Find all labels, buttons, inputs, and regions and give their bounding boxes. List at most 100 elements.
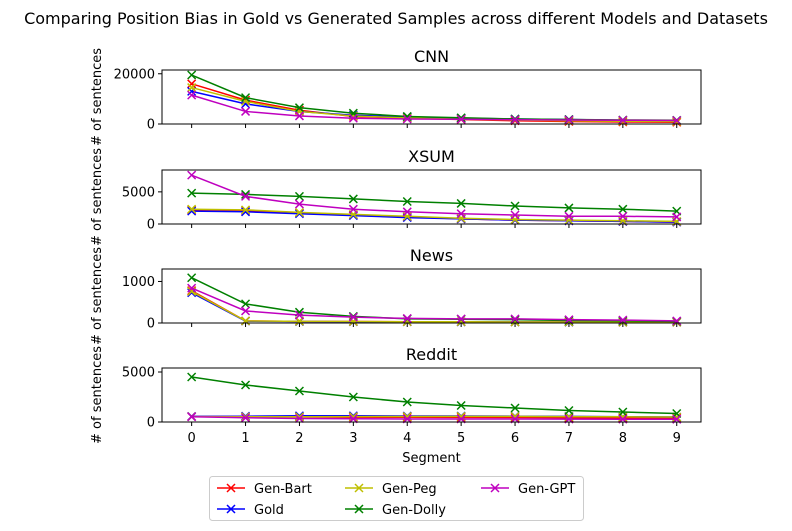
y-tick-label-cnn: 0 [147,118,155,133]
data-point-cnn-gen-gpt [456,114,466,124]
data-point-xsum-gen-dolly [564,203,574,213]
figure-title: Comparing Position Bias in Gold vs Gener… [24,9,768,28]
data-point-xsum-gen-peg [241,205,251,215]
data-point-cnn-gen-bart [187,79,197,89]
data-point-news-gen-gpt [456,314,466,324]
y-axis-label-xsum: # of sentences [90,148,105,246]
data-point-xsum-gen-peg [294,207,304,217]
data-point-xsum-gen-peg [564,215,574,225]
data-point-news-gen-gpt [510,314,520,324]
legend-item-gen-bart: Gen-Bart [217,482,312,497]
legend-item-gold: Gold [217,503,284,518]
data-point-cnn-gen-dolly [241,93,251,103]
series-news-gen-gpt [187,283,682,326]
series-line-news-gen-peg [191,290,677,323]
y-tick-label-news: 1000 [122,275,155,290]
data-point-news-gen-gpt [294,310,304,320]
data-point-reddit-gen-dolly [456,400,466,411]
data-point-cnn-gen-dolly [187,70,197,80]
data-point-xsum-gen-gpt [348,204,358,214]
data-point-news-gen-gpt [672,316,682,326]
series-cnn-gen-dolly [187,70,682,125]
data-point-cnn-gen-gpt [564,115,574,125]
series-line-news-gen-gpt [191,287,677,322]
x-tick-label-reddit: 4 [403,431,411,446]
series-line-reddit-gen-gpt [191,416,677,421]
series-line-xsum-gen-dolly [191,192,677,212]
data-point-reddit-gen-peg [294,412,304,422]
legend-label-gen-peg: Gen-Peg [382,482,437,497]
data-point-xsum-gen-gpt [294,199,304,209]
legend-label-gen-gpt: Gen-GPT [518,482,575,497]
x-tick-label-reddit: 1 [241,431,249,446]
series-line-news-gen-dolly [191,277,677,323]
data-point-cnn-gen-gpt [187,90,197,100]
data-point-news-gen-gpt [187,283,197,293]
x-axis-label-reddit: Segment [402,451,461,466]
data-point-reddit-gen-dolly [402,397,412,407]
data-point-reddit-gen-bart [510,412,520,423]
y-tick-label-cnn: 20000 [114,67,155,82]
panel-reddit: Reddit # of sentences 0 5000 0 1 2 3 4 5 6 7 8 9 Segme… [90,345,702,466]
x-tick-label-reddit: 0 [188,431,196,446]
data-point-reddit-gen-gpt [294,413,304,424]
data-point-news-gen-gpt [564,315,574,325]
data-point-xsum-gen-dolly [294,191,304,201]
panel-title-news: News [410,246,453,265]
data-point-reddit-gen-bart [564,413,574,423]
data-point-xsum-gen-dolly [187,188,197,198]
panel-title-cnn: CNN [414,47,449,66]
legend-item-gen-peg: Gen-Peg [345,482,437,497]
panel-title-reddit: Reddit [406,345,457,364]
data-point-reddit-gen-dolly [564,405,574,416]
y-axis-label-cnn: # of sentences [90,48,105,146]
series-xsum-gen-dolly [187,188,682,216]
y-tick-label-reddit: 0 [147,416,155,431]
data-point-cnn-gen-gpt [618,115,628,125]
plot-frame-xsum [161,169,702,225]
data-point-cnn-gen-peg [187,83,197,93]
data-point-cnn-gen-gpt [402,114,412,124]
data-point-news-gen-dolly [187,273,197,283]
data-point-reddit-gen-gpt [241,413,251,423]
data-point-news-gen-gpt [348,312,358,322]
data-point-xsum-gen-gpt [456,209,466,219]
series-line-cnn-gold [191,90,677,122]
series-reddit-gen-dolly [187,372,682,419]
data-point-xsum-gen-gpt [510,210,520,220]
y-tick-label-xsum: 0 [147,218,155,233]
legend-label-gold: Gold [254,503,284,518]
legend-marker-gen-dolly [354,504,364,514]
data-point-reddit-gen-dolly [618,407,628,417]
legend-label-gen-dolly: Gen-Dolly [382,503,446,518]
x-tick-label-reddit: 3 [349,431,357,446]
plot-frame-reddit [161,367,702,423]
data-point-xsum-gold [348,211,358,221]
panel-cnn: CNN # of sentences 0 20000 [90,47,702,146]
x-tick-label-reddit: 7 [565,431,573,446]
data-point-reddit-gen-gpt [187,412,197,422]
data-point-cnn-gen-dolly [294,103,304,113]
data-point-reddit-gen-dolly [187,372,197,382]
series-line-xsum-gen-peg [191,208,677,223]
y-tick-label-news: 0 [147,317,155,332]
data-point-news-gen-gpt [241,306,251,316]
data-point-reddit-gen-dolly [348,392,358,402]
data-point-xsum-gen-gpt [672,212,682,222]
data-point-xsum-gen-dolly [510,201,520,211]
data-point-news-gen-dolly [241,299,251,309]
legend: Gen-Bart Gold Gen-Peg Gen-Dolly Gen-GPT [209,476,584,521]
data-point-xsum-gen-gpt [402,207,412,217]
x-tick-label-reddit: 5 [457,431,465,446]
data-point-xsum-gen-gpt [187,170,197,180]
data-point-reddit-gen-dolly [294,386,304,396]
data-point-xsum-gen-dolly [456,198,466,208]
series-xsum-gen-gpt [187,170,682,222]
plot-frame-cnn [161,69,702,125]
series-news-gen-dolly [187,273,682,326]
legend-item-gen-dolly: Gen-Dolly [345,503,446,518]
data-point-xsum-gen-peg [187,204,197,214]
series-cnn-gen-gpt [187,90,682,126]
panel-xsum: XSUM # of sentences 0 5000 [90,147,702,246]
series-line-reddit-gen-dolly [191,376,677,415]
